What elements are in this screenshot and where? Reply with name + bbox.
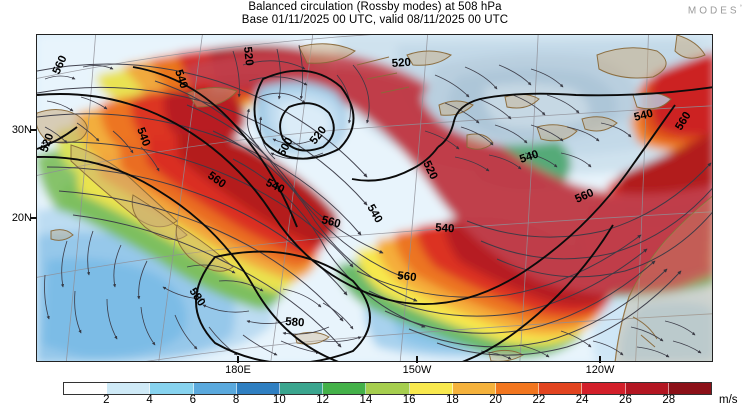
colorbar-segment	[64, 383, 108, 394]
colorbar-segment	[582, 383, 626, 394]
chart-title: Balanced circulation (Rossby modes) at 5…	[248, 1, 502, 13]
svg-text:520: 520	[241, 46, 255, 66]
colorbar-segment	[193, 383, 237, 394]
modes-logo-mark: °	[739, 5, 742, 11]
svg-text:540: 540	[633, 108, 655, 124]
x-tick-180e	[237, 356, 239, 363]
map-plot-area: 500 520 520 520 520 520 540 540 540 540 …	[36, 34, 713, 362]
svg-text:560: 560	[397, 270, 417, 284]
colorbar-tick: 18	[445, 394, 459, 406]
x-axis-label-180e: 180E	[225, 364, 251, 376]
svg-text:540: 540	[172, 68, 189, 90]
svg-text:580: 580	[285, 316, 305, 329]
map-canvas: 500 520 520 520 520 520 540 540 540 540 …	[37, 35, 712, 361]
x-axis-label-150w: 150W	[402, 364, 432, 376]
colorbar-tick: 22	[532, 394, 546, 406]
colorbar-tick: 16	[402, 394, 416, 406]
contour-580	[195, 250, 371, 361]
colorbar-tick: 12	[316, 394, 329, 406]
colorbar-tick: 24	[575, 394, 589, 406]
chart-title-block: Balanced circulation (Rossby modes) at 5…	[0, 1, 750, 27]
colorbar-tick: 2	[103, 394, 110, 406]
colorbar-segment	[236, 383, 281, 394]
colorbar-tick: 10	[272, 394, 286, 406]
y-tick-30n	[30, 129, 37, 131]
colorbar-unit-label: m/s	[719, 394, 738, 406]
contour-560	[37, 155, 614, 361]
svg-text:540: 540	[435, 222, 455, 235]
colorbar-segment	[539, 383, 583, 394]
x-axis-label-120w: 120W	[585, 364, 615, 376]
contour-560-tail	[37, 126, 78, 150]
wind-streamlines	[37, 44, 712, 360]
colorbar-tick: 26	[619, 394, 632, 406]
contour-520-closed	[253, 69, 355, 160]
colorbar-segment	[625, 383, 669, 394]
colorbar-tick: 14	[359, 394, 373, 406]
colorbar-tick: 8	[232, 394, 240, 406]
contour-500	[279, 102, 335, 152]
colorbar-tick-labels: 2 4 6 8 10 12 14 16 18 20 22 24 26 28	[63, 394, 712, 408]
colorbar-segment	[280, 383, 324, 394]
svg-text:540: 540	[518, 149, 540, 166]
colorbar-tick: 6	[189, 394, 196, 406]
svg-text:560: 560	[320, 214, 342, 230]
height-contours	[37, 66, 712, 361]
graticule	[37, 35, 712, 361]
colorbar-tick: 28	[662, 394, 676, 406]
colorbar	[63, 382, 712, 395]
colorbar-segment	[107, 383, 151, 394]
x-tick-150w	[416, 356, 418, 363]
contour-540b	[132, 66, 298, 228]
colorbar-segment	[496, 383, 540, 394]
contour-520-north	[437, 86, 712, 148]
colorbar-tick: 20	[489, 394, 503, 406]
y-axis-label-30n: 30N	[11, 124, 32, 136]
colorbar-segment	[366, 383, 410, 394]
modes-logo-text: MODES	[687, 5, 740, 17]
colorbar-segment	[323, 383, 367, 394]
contour-520-link	[351, 146, 439, 182]
y-axis-label-20n: 20N	[11, 212, 32, 224]
y-tick-20n	[30, 217, 37, 219]
chart-subtitle: Base 01/11/2025 00 UTC, valid 08/11/2025…	[241, 14, 509, 26]
colorbar-tick: 4	[146, 394, 153, 406]
colorbar-segment	[409, 383, 453, 394]
modes-logo: MODES°	[688, 5, 742, 16]
svg-text:520: 520	[391, 57, 411, 70]
colorbar-segment	[668, 383, 712, 394]
x-tick-120w	[599, 356, 601, 363]
colorbar-segment	[150, 383, 194, 394]
contour-540	[37, 93, 676, 305]
colorbar-segment	[452, 383, 497, 394]
